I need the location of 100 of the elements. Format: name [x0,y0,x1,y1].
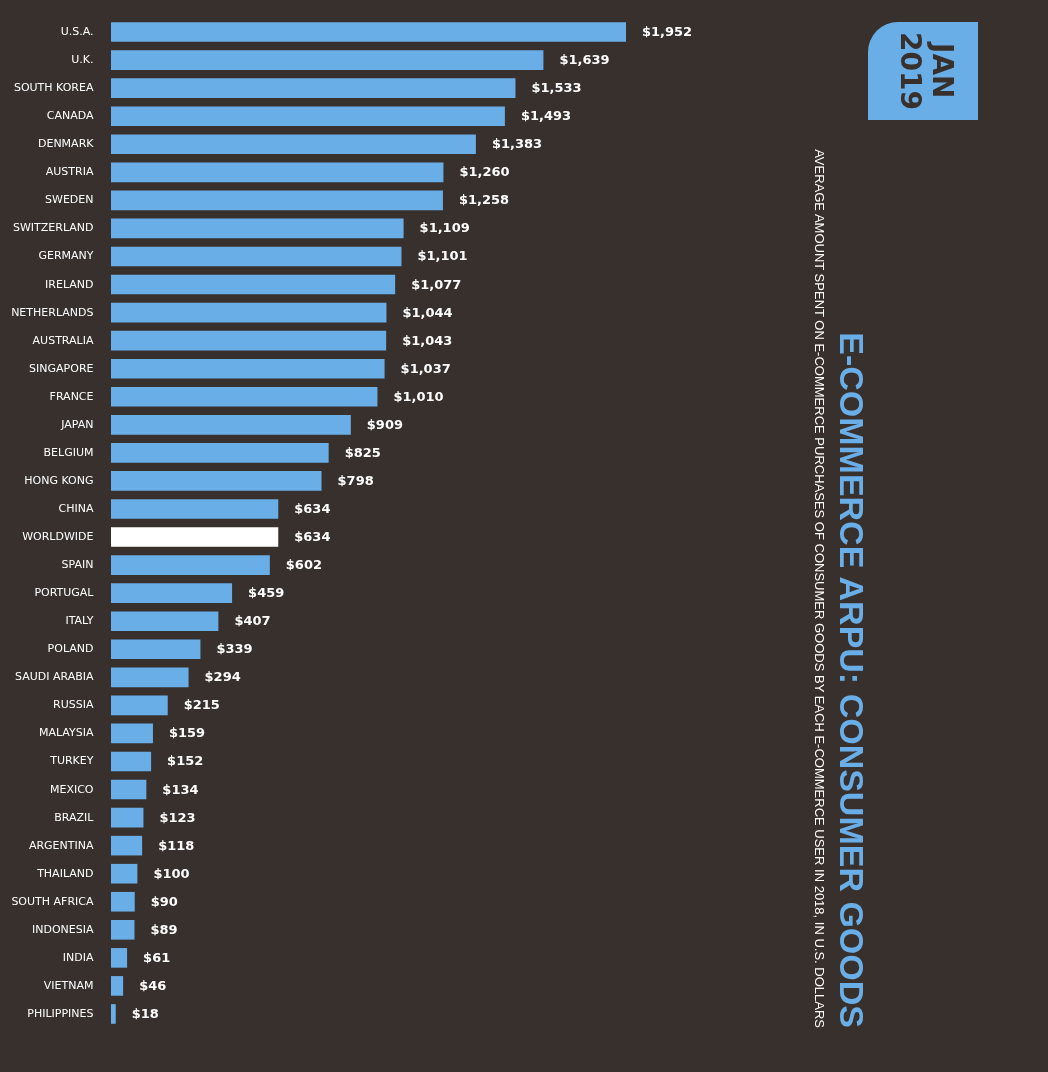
bar [111,443,329,463]
y-tick-label: BELGIUM [43,445,94,459]
bar [111,414,351,435]
y-tick-label: DENMARK [37,137,95,151]
data-label: $61 [143,949,171,965]
bar [111,583,233,603]
data-label: $459 [248,585,285,601]
bar [111,330,387,351]
data-label: $90 [150,893,178,909]
bar [111,106,505,127]
y-tick-label: SAUDI ARABIA [14,670,94,684]
data-label: $1,109 [419,220,470,236]
data-label: $1,533 [531,80,582,96]
data-label: $339 [216,641,253,657]
bar [111,162,444,183]
y-tick-label: AUSTRIA [45,165,94,179]
data-label: $123 [159,809,196,825]
bar [111,891,135,912]
bar [111,50,544,70]
data-label: $909 [366,416,404,432]
data-label: $134 [162,781,199,797]
bar [111,835,143,856]
y-tick-label: JAPAN [60,417,94,431]
y-tick-label: AUSTRALIA [32,333,94,347]
bar [111,779,147,800]
y-tick-label: ITALY [65,614,94,628]
data-label: $1,010 [393,388,444,404]
bar [111,22,626,42]
y-tick-label: SWEDEN [45,193,94,207]
bar [111,218,404,239]
y-tick-label: POLAND [47,642,94,656]
y-tick-label: IRELAND [45,277,94,291]
bar [111,948,128,968]
y-tick-label: GERMANY [38,249,94,263]
bar [111,246,402,267]
data-label: $798 [337,472,374,488]
y-tick-label: MALAYSIA [38,726,94,740]
y-tick-label: INDONESIA [31,922,94,936]
bar [111,751,152,772]
data-label: $825 [344,444,381,460]
y-tick-label: INDIA [62,950,94,964]
bar [111,274,396,295]
y-tick-label: PORTUGAL [34,586,95,600]
text: JAN 2019 [893,31,959,112]
y-tick-label: NETHERLANDS [11,305,94,319]
bar [111,190,443,211]
y-tick-label: SWITZERLAND [12,221,94,235]
data-label: $1,043 [402,332,453,348]
bar [111,134,476,155]
y-tick-label: U.K. [71,53,94,67]
y-tick-label: SOUTH AFRICA [11,894,94,908]
y-tick-label: WORLDWIDE [22,530,94,544]
data-label: $1,383 [491,136,543,152]
bar [111,695,168,716]
bar [111,499,279,519]
y-tick-label: MEXICO [49,782,94,796]
bar [111,807,144,828]
bar [111,1004,116,1024]
data-label: $1,952 [642,24,693,40]
y-tick-label: TURKEY [49,754,94,768]
data-label: $634 [294,500,331,516]
y-tick-label: PHILIPPINES [27,1006,94,1020]
y-tick-label: ARGENTINA [28,838,94,852]
data-label: $118 [158,837,195,853]
bar [111,976,124,996]
bar [111,723,153,744]
bar [111,667,189,688]
bar [111,471,322,491]
y-tick-label: SPAIN [61,558,94,572]
y-tick-label: U.S.A. [60,25,94,39]
data-label: $100 [153,865,190,881]
data-label: $46 [139,977,167,993]
bar [111,555,270,575]
y-tick-label: RUSSIA [53,698,94,712]
bar [111,919,135,940]
bar [111,302,387,323]
data-label: $159 [168,725,206,741]
data-label: $1,639 [559,52,610,68]
data-label: $407 [234,613,271,629]
data-label: $152 [167,753,204,769]
data-label: $1,101 [417,248,468,264]
data-label: $1,044 [402,304,453,320]
bar [111,358,385,379]
bar [111,78,516,98]
y-tick-label: FRANCE [49,389,94,403]
y-tick-label: SOUTH KOREA [13,81,94,95]
text: AVERAGE AMOUNT SPENT ON E-COMMERCE PURCHASES OF CONSUMER GOODS BY EACH E-COMMERCE USER IN 2018, IN U.S. DOLLARS [812,149,828,1029]
data-label: $215 [183,697,220,713]
data-label: $634 [294,529,331,545]
data-label: $1,493 [520,108,572,124]
data-label: $1,077 [411,276,462,292]
y-tick-label: CHINA [58,501,94,515]
data-label: $89 [150,921,178,937]
y-tick-label: SINGAPORE [29,361,94,375]
y-tick-label: BRAZIL [54,810,95,824]
data-label: $1,258 [458,192,510,208]
bar [111,863,138,884]
bar [111,386,378,407]
data-label: $18 [131,1005,159,1021]
bar [111,639,201,660]
